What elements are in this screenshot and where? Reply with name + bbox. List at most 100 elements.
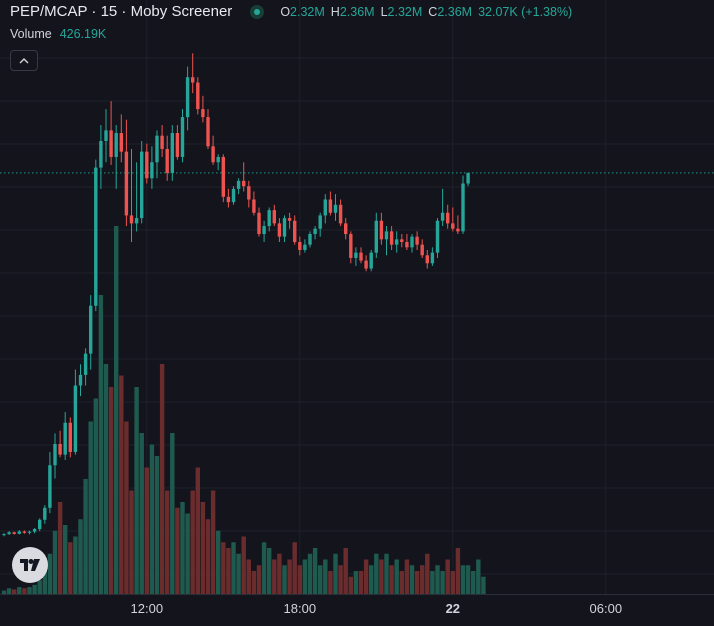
volume-bar <box>195 467 200 594</box>
candle-body <box>99 141 103 168</box>
collapse-legend-button[interactable] <box>10 50 38 71</box>
volume-bar <box>68 542 73 594</box>
candle-body <box>466 172 470 184</box>
volume-bar <box>246 559 251 594</box>
volume-bar <box>210 490 216 594</box>
candle-body <box>2 534 6 536</box>
symbol-title[interactable]: PEP/MCAP · 15 · Moby Screener <box>10 3 233 20</box>
volume-bar <box>124 421 129 594</box>
volume-bar <box>430 571 435 594</box>
candle-body <box>435 220 440 253</box>
high-key: H <box>330 4 340 19</box>
candle-body <box>277 223 282 237</box>
volume-legend: Volume 426.19K <box>10 27 106 41</box>
time-tick-label: 06:00 <box>589 601 623 616</box>
volume-bar <box>37 580 42 594</box>
volume-bar <box>170 433 175 594</box>
volume-bar <box>338 565 343 594</box>
candle-body <box>287 218 292 221</box>
candle-body <box>140 151 144 219</box>
volume-bar <box>445 559 450 594</box>
candle-body <box>94 167 98 306</box>
volume-bar <box>93 398 98 594</box>
candle-body <box>150 162 154 179</box>
volume-bar <box>369 565 374 594</box>
volume-bar <box>272 559 277 594</box>
volume-bar <box>384 553 389 594</box>
candle-body <box>145 151 149 179</box>
volume-bar <box>180 502 185 594</box>
volume-bar <box>302 559 308 594</box>
candle-body <box>257 212 261 235</box>
tradingview-logo-icon[interactable] <box>12 547 48 583</box>
volume-bar <box>251 571 257 594</box>
candle-body <box>216 156 220 163</box>
volume-bar <box>282 565 287 594</box>
volume-bar <box>389 565 394 594</box>
volume-bar <box>358 571 364 594</box>
volume-bar <box>17 587 22 594</box>
candle-body <box>196 82 200 110</box>
volume-bar <box>394 559 399 594</box>
candle-body <box>155 135 159 163</box>
candle-body <box>333 204 338 213</box>
candle-body <box>83 353 88 375</box>
volume-bar <box>328 571 333 594</box>
candle-body <box>359 252 363 261</box>
volume-bar <box>27 587 32 594</box>
candle-body <box>323 199 327 216</box>
candle-body <box>308 234 312 245</box>
time-tick-label: 12:00 <box>130 601 164 616</box>
candle-body <box>395 239 399 245</box>
candle-body <box>379 220 384 240</box>
volume-bar <box>297 565 302 594</box>
volume-bar <box>165 490 170 594</box>
candle-body <box>32 529 37 532</box>
volume-bar <box>129 490 134 594</box>
candle-body <box>7 532 11 535</box>
candle-body <box>22 531 27 533</box>
volume-bar <box>450 571 455 594</box>
time-tick-label: 22 <box>445 601 461 616</box>
candle-body <box>119 133 123 152</box>
candle-body <box>349 234 353 258</box>
volume-bar <box>435 565 440 594</box>
high-value: 2.36M <box>339 4 375 19</box>
candle-body <box>262 226 266 235</box>
volume-bar <box>12 589 17 594</box>
volume-bar <box>420 565 425 594</box>
volume-label[interactable]: Volume <box>10 27 52 41</box>
close-value: 2.36M <box>437 4 473 19</box>
volume-bar <box>307 553 313 594</box>
volume-bar <box>149 444 155 594</box>
candle-body <box>78 374 83 386</box>
time-axis[interactable]: 12:00 18:00 22 06:00 <box>0 594 714 626</box>
volume-bar <box>236 553 241 594</box>
volume-bar <box>83 479 88 594</box>
chart-area[interactable]: PEP/MCAP · 15 · Moby Screener O 2.32M H 2.… <box>0 0 714 594</box>
candle-body <box>165 148 169 173</box>
candle-body <box>313 228 317 235</box>
candle-body <box>109 130 113 157</box>
candle-body <box>73 385 78 452</box>
volume-bar <box>363 559 369 594</box>
volume-bar <box>98 295 104 594</box>
candle-body <box>389 231 394 245</box>
volume-bar <box>175 507 180 594</box>
candle-body <box>384 231 389 240</box>
candle-body <box>338 204 343 224</box>
candle-body <box>43 507 47 520</box>
volume-bar <box>47 553 53 594</box>
candlestick-chart[interactable] <box>0 0 714 594</box>
candle-body <box>180 117 185 157</box>
candle-body <box>160 135 164 149</box>
candle-body <box>63 422 67 455</box>
volume-bar <box>471 571 476 594</box>
candle-body <box>440 212 445 221</box>
candle-body <box>430 252 435 264</box>
candle-body <box>328 199 333 213</box>
volume-bar <box>22 588 27 594</box>
candle-body <box>456 228 460 232</box>
candle-body <box>318 215 322 229</box>
volume-bar <box>323 559 328 594</box>
